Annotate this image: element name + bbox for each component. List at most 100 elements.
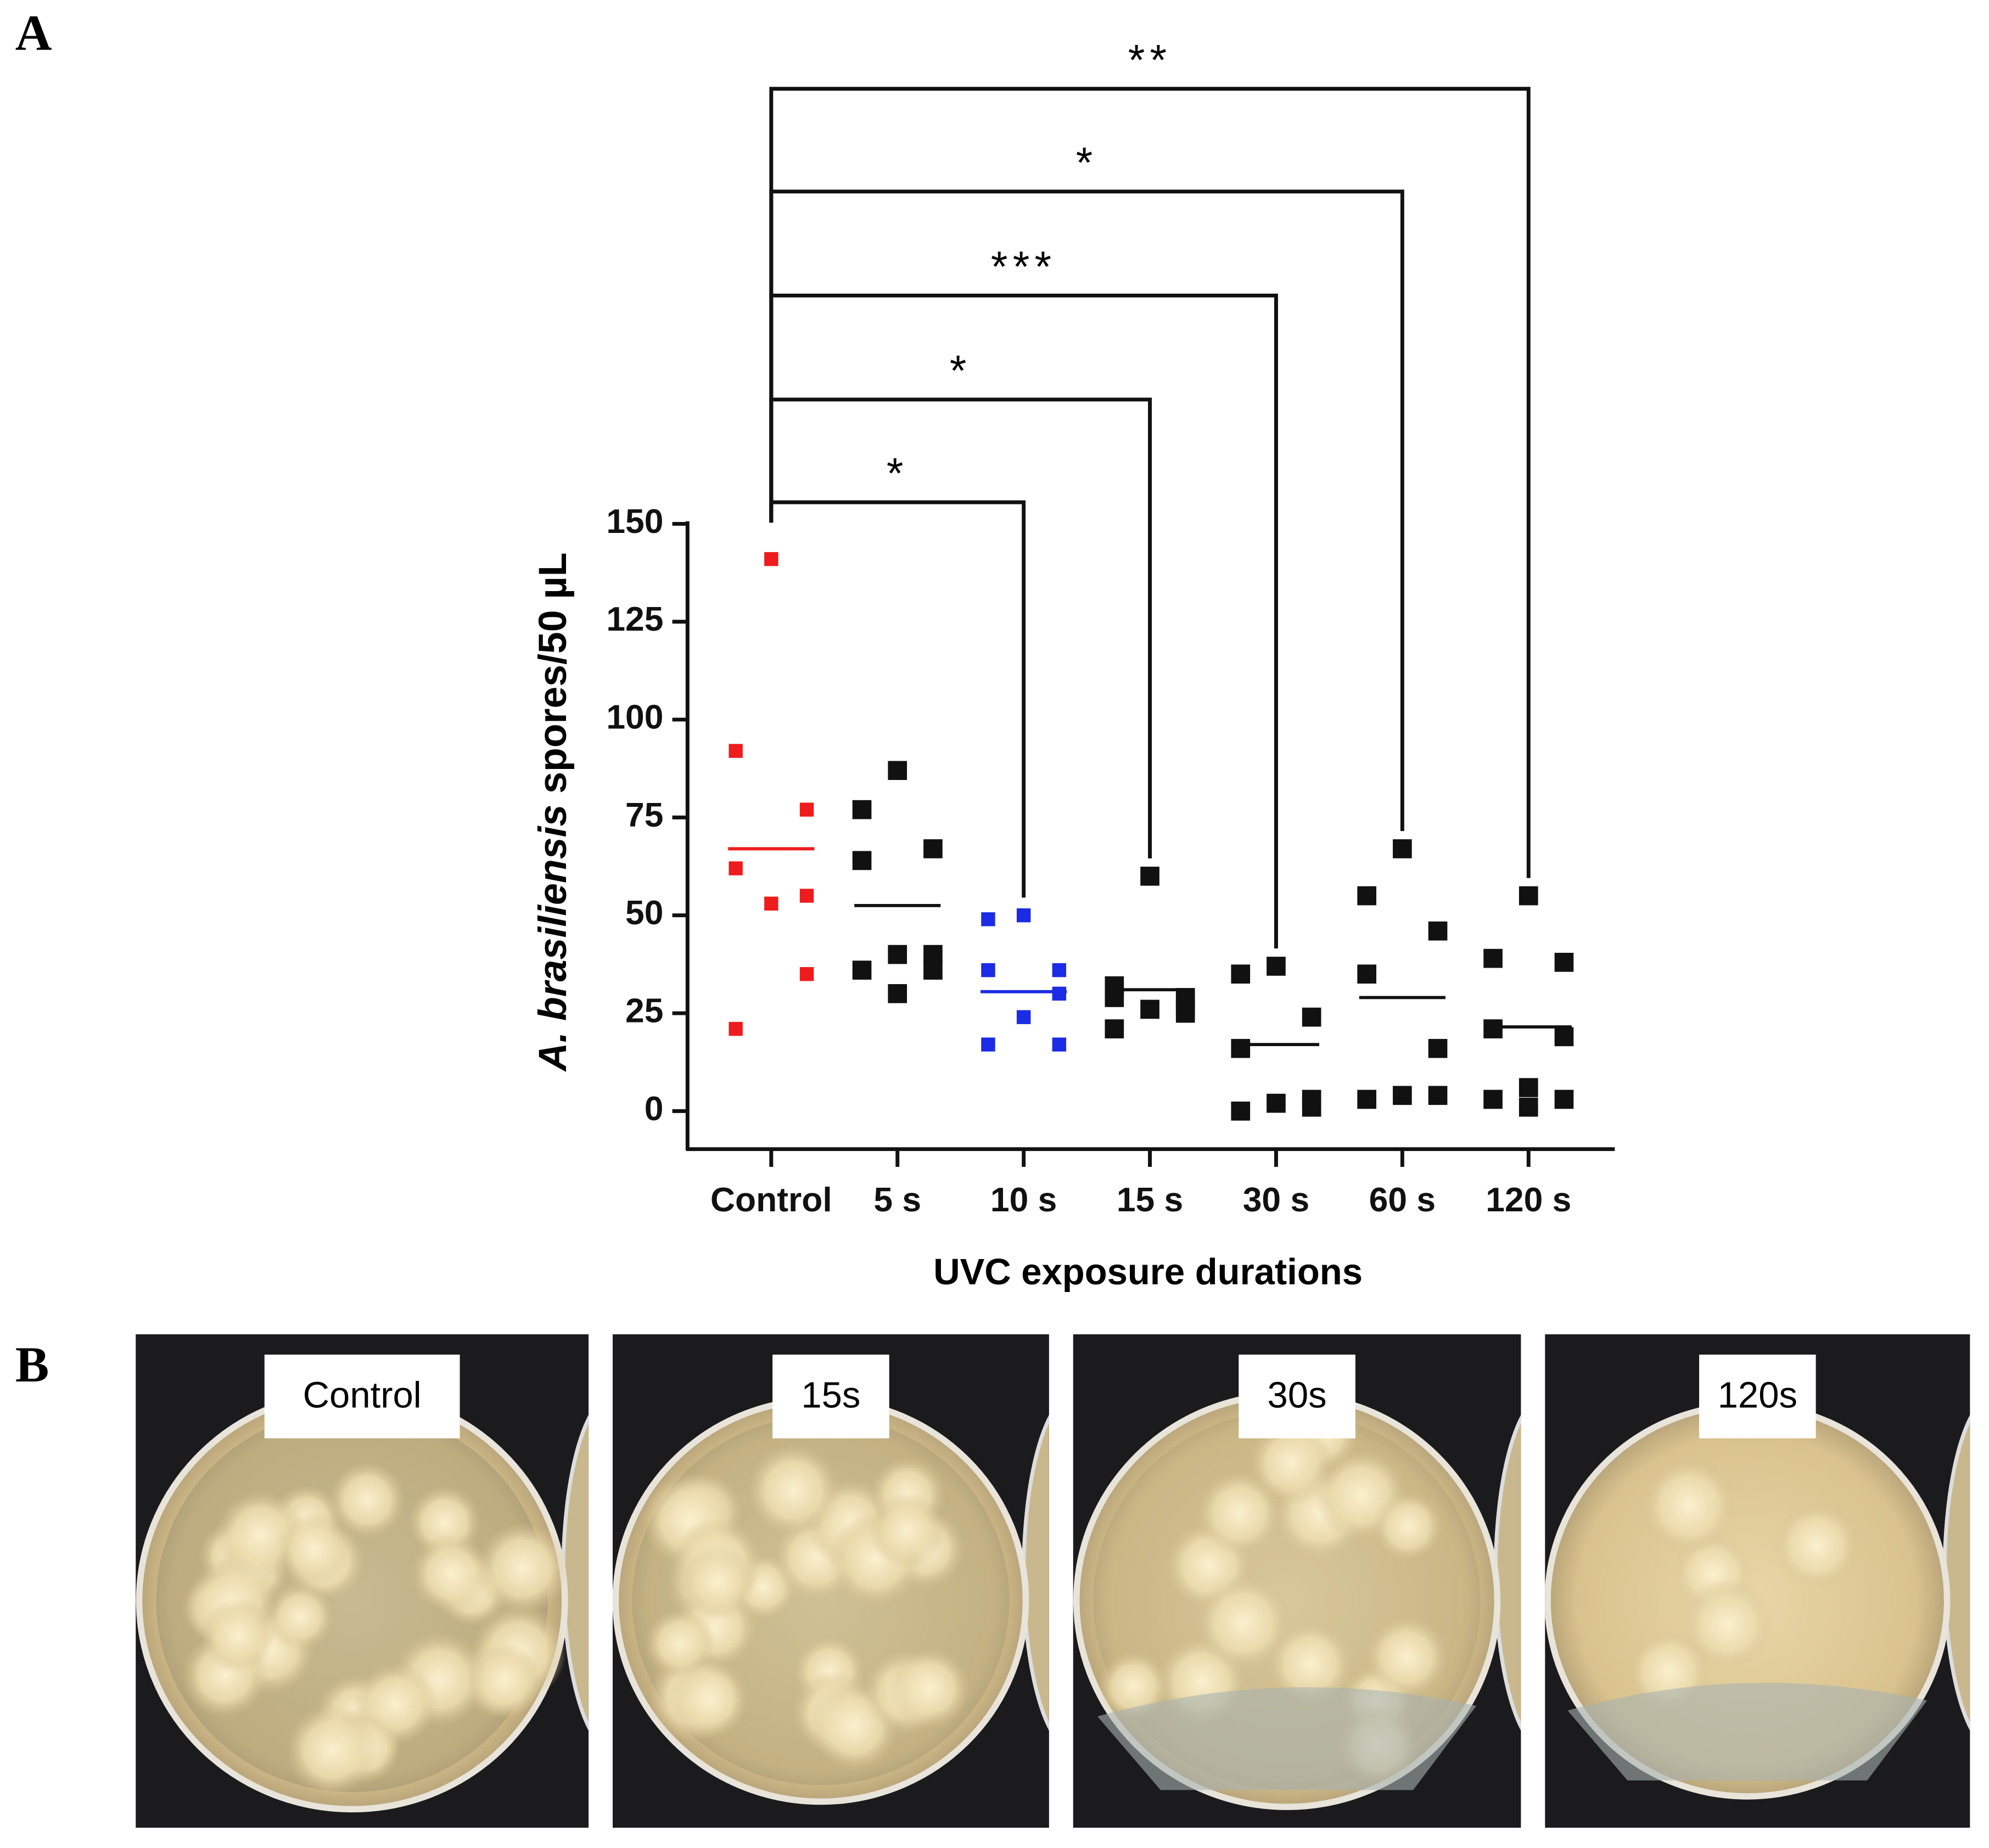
data-point (1052, 963, 1067, 978)
y-label-rest: spores/50 µL (531, 552, 575, 804)
x-tick-label: 15 s (1117, 1181, 1183, 1219)
data-point (981, 912, 995, 926)
data-point (729, 861, 743, 875)
y-label-italic: A. brasiliensis (531, 805, 575, 1072)
significance-bracket (769, 189, 1404, 832)
x-axis-label: UVC exposure durations (933, 1251, 1363, 1293)
significance-label: *** (991, 243, 1056, 291)
colony (411, 1534, 491, 1613)
x-tick-label: 60 s (1369, 1181, 1436, 1219)
data-point (1393, 1086, 1412, 1105)
data-point (1267, 957, 1286, 976)
data-point (1357, 1089, 1376, 1109)
data-point (1554, 952, 1574, 972)
data-point (1554, 1027, 1574, 1047)
data-point (1483, 948, 1503, 968)
colony (1640, 1457, 1738, 1554)
data-point (1483, 1019, 1503, 1038)
data-point (799, 889, 814, 903)
significance-label: ** (1128, 36, 1172, 84)
data-point (799, 967, 814, 981)
dish-group (1073, 1391, 1521, 1810)
photo: 15s (613, 1334, 1049, 1828)
data-point (1052, 986, 1067, 1001)
colony (747, 1443, 840, 1537)
dish-group (1545, 1402, 1970, 1800)
colony (477, 1521, 569, 1614)
data-point (981, 963, 995, 978)
clear-zone (1097, 1687, 1477, 1790)
data-point (1519, 1097, 1538, 1117)
data-point (1519, 886, 1538, 906)
colony (277, 1512, 350, 1586)
data-point (764, 896, 778, 911)
data-point (1052, 1037, 1067, 1052)
y-tick-label: 0 (645, 1090, 664, 1128)
data-point (764, 552, 778, 566)
clear-zone (1567, 1682, 1928, 1780)
data-point (729, 1021, 743, 1036)
y-axis-label: A. brasiliensis spores/50 µL (531, 552, 575, 1072)
y-tick-label: 75 (625, 796, 663, 834)
colony (670, 1659, 749, 1739)
x-tick-label: 5 s (873, 1181, 921, 1219)
photo-label: 15s (801, 1374, 860, 1416)
significance-label: * (887, 450, 909, 498)
significance-label: * (950, 346, 972, 395)
colony (1195, 1575, 1291, 1671)
data-point (1357, 964, 1376, 984)
colony (1267, 1621, 1353, 1707)
panel-label: B (15, 1336, 49, 1392)
data-point (1231, 1038, 1251, 1058)
data-point (1428, 1086, 1448, 1105)
colony (1773, 1502, 1861, 1589)
colony (869, 1492, 945, 1569)
colony (1372, 1491, 1443, 1561)
data-point (1393, 839, 1412, 858)
data-point (1428, 921, 1448, 941)
data-point (852, 800, 872, 819)
data-point (729, 744, 743, 758)
data-point (1357, 886, 1376, 906)
y-tick-label: 100 (606, 699, 663, 737)
x-tick-label: 120 s (1486, 1181, 1571, 1219)
data-point (1302, 1097, 1321, 1117)
photo-label: 30s (1268, 1374, 1327, 1416)
photo: 120s (1545, 1334, 1970, 1828)
colony (200, 1598, 275, 1673)
y-tick-label: 50 (625, 894, 663, 932)
data-point (923, 960, 943, 980)
data-point (1231, 1102, 1251, 1121)
photo-label-box (772, 1355, 889, 1439)
data-point (1554, 1089, 1574, 1109)
data-point (1267, 1093, 1286, 1113)
photo: 30s (1073, 1334, 1521, 1828)
data-point (1175, 1003, 1195, 1023)
colony (680, 1544, 755, 1620)
data-point (1483, 1089, 1503, 1109)
data-point (1016, 908, 1031, 923)
data-point (1231, 964, 1251, 984)
photo: Control (136, 1334, 589, 1828)
data-point (1140, 999, 1159, 1019)
photo-label-box (1699, 1355, 1816, 1439)
data-point (1428, 1038, 1448, 1058)
y-tick-label: 25 (625, 992, 663, 1030)
colony (645, 1608, 715, 1678)
colony (285, 1704, 378, 1796)
data-point (1105, 1019, 1124, 1038)
dish-group (136, 1389, 589, 1813)
data-point (888, 984, 907, 1003)
significance-bracket (769, 397, 1152, 859)
data-point (852, 960, 872, 980)
photo-label-box (264, 1355, 460, 1439)
data-point (852, 851, 872, 870)
colony (1682, 1579, 1773, 1670)
colony (266, 1582, 334, 1650)
data-point (1140, 867, 1159, 886)
x-tick-label: 10 s (990, 1181, 1057, 1219)
colony (1248, 1420, 1334, 1506)
y-tick-label: 125 (606, 600, 663, 638)
